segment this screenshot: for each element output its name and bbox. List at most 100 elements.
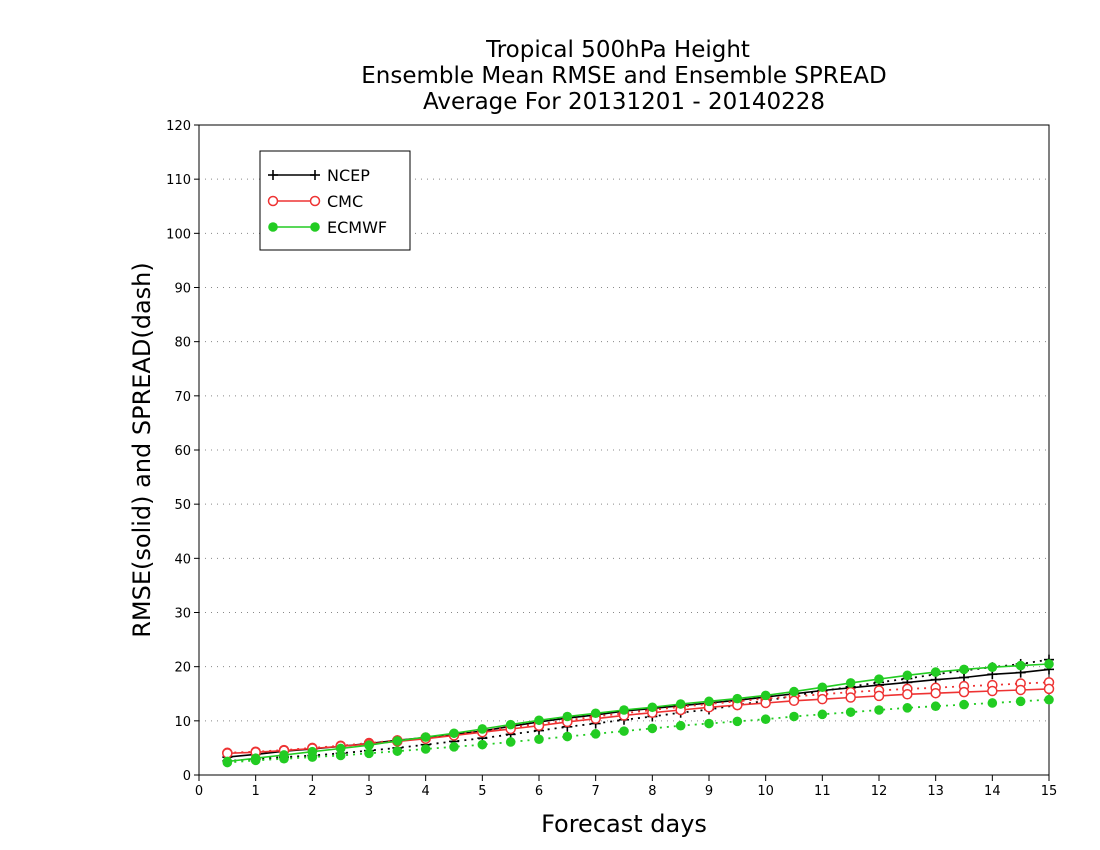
y-axis-label: RMSE(solid) and SPREAD(dash) (128, 262, 156, 638)
ecmwf-spread-point (590, 729, 601, 739)
legend-marker-cmc-right (309, 195, 321, 207)
ecmwf-spread-point (959, 699, 969, 710)
x-tick-label-3: 3 (365, 784, 373, 799)
x-tick-label-5: 5 (478, 784, 486, 799)
legend-item-ncep: NCEP (268, 166, 370, 185)
x-tick-label-4: 4 (422, 784, 430, 799)
ecmwf-spread-point (789, 711, 799, 722)
x-tick-label-11: 11 (814, 784, 831, 799)
cmc-rmse-point (222, 748, 233, 759)
ecmwf-spread-point (534, 734, 544, 745)
ecmwf-spread-point (675, 720, 686, 731)
x-tick-label-14: 14 (984, 784, 1001, 799)
legend-marker-ecmwf-left (268, 222, 278, 232)
ecmwf-spread-point (817, 709, 828, 720)
legend-marker-ncep-right (310, 170, 320, 180)
chart-title-line-1: Tropical 500hPa Height (485, 37, 750, 63)
series-ecmwf (222, 659, 1054, 768)
y-tick-label-0: 0 (183, 769, 191, 784)
ecmwf-spread-point (647, 723, 658, 734)
x-axis-label: Forecast days (541, 810, 707, 838)
ecmwf-rmse-point (222, 756, 233, 767)
x-tick-label-15: 15 (1041, 784, 1058, 799)
cmc-rmse-point (958, 686, 970, 698)
ecmwf-rmse-point (987, 662, 998, 673)
ecmwf-rmse-point (930, 667, 941, 677)
y-tick-label-50: 50 (174, 498, 191, 513)
ecmwf-spread-point (874, 705, 884, 715)
cmc-rmse-point (1043, 683, 1055, 695)
cmc-rmse-point (788, 695, 800, 707)
legend-marker-ncep-left (268, 170, 278, 180)
chart-title-line-3: Average For 20131201 - 20140228 (423, 89, 825, 115)
y-tick-label-10: 10 (174, 715, 191, 730)
ecmwf-rmse-point (704, 696, 714, 707)
ecmwf-rmse-point (902, 670, 913, 681)
cmc-rmse-point (987, 685, 998, 697)
grid-lines (199, 178, 1049, 722)
legend: NCEP CMC ECMWF (259, 150, 411, 251)
x-tick-label-7: 7 (592, 784, 600, 799)
y-tick-label-100: 100 (166, 227, 191, 242)
y-tick-label-70: 70 (174, 390, 191, 405)
y-tick-label-80: 80 (174, 336, 191, 351)
ecmwf-rmse-point (250, 753, 261, 764)
ecmwf-spread-point (1044, 694, 1054, 705)
legend-item-cmc: CMC (267, 192, 363, 211)
ecmwf-spread-point (845, 707, 856, 717)
x-tick-label-0: 0 (195, 784, 203, 799)
ecmwf-spread-point (1015, 696, 1026, 707)
ecmwf-rmse-point (619, 705, 629, 715)
cmc-rmse-point (1015, 684, 1026, 696)
cmc-rmse-point (873, 690, 885, 702)
ecmwf-rmse-point (760, 690, 771, 701)
ecmwf-rmse-point (959, 664, 969, 675)
x-tick-label-13: 13 (927, 784, 944, 799)
legend-item-ecmwf: ECMWF (268, 218, 387, 237)
chart-series (222, 654, 1055, 768)
y-tick-label-120: 120 (166, 119, 191, 134)
x-tick-label-10: 10 (757, 784, 774, 799)
ecmwf-spread-point (732, 716, 743, 727)
ecmwf-spread-point (477, 739, 488, 750)
ecmwf-rmse-point (590, 708, 601, 719)
cmc-rmse-point (817, 693, 828, 705)
ecmwf-spread-point (619, 726, 629, 736)
chart-title-line-2: Ensemble Mean RMSE and Ensemble SPREAD (361, 63, 886, 89)
ecmwf-spread-point (930, 701, 941, 712)
ecmwf-spread-point (449, 742, 459, 752)
y-tick-label-110: 110 (166, 173, 191, 188)
x-tick-label-2: 2 (308, 784, 316, 799)
y-tick-label-30: 30 (174, 607, 191, 622)
x-tick-label-8: 8 (648, 784, 656, 799)
ecmwf-rmse-point (1015, 660, 1026, 671)
ecmwf-rmse-point (789, 686, 799, 697)
y-tick-label-40: 40 (174, 552, 191, 567)
ecmwf-spread-point (902, 703, 913, 713)
ecmwf-rmse-point (505, 719, 516, 730)
chart-title: Tropical 500hPa Height Ensemble Mean RMS… (361, 37, 886, 115)
ecmwf-rmse-point (364, 740, 374, 751)
ecmwf-rmse-point (279, 750, 289, 760)
ecmwf-spread-point (987, 698, 998, 708)
ecmwf-spread-point (392, 746, 403, 756)
y-tick-label-60: 60 (174, 444, 191, 459)
ecmwf-spread-point (704, 718, 714, 729)
ecmwf-spread-point (420, 744, 431, 754)
x-tick-label-1: 1 (252, 784, 260, 799)
ecmwf-rmse-point (675, 699, 686, 709)
cmc-rmse-point (930, 687, 941, 699)
ecmwf-spread-point (335, 750, 346, 761)
legend-label-ncep: NCEP (327, 166, 370, 185)
ecmwf-spread-point (364, 748, 374, 759)
ecmwf-rmse-point (477, 724, 488, 734)
cmc-rmse-point (902, 689, 913, 700)
ecmwf-spread-point (562, 731, 573, 742)
x-tick-label-9: 9 (705, 784, 713, 799)
ecmwf-rmse-point (449, 728, 459, 739)
ecmwf-rmse-point (335, 743, 346, 754)
series-ncep (222, 654, 1054, 766)
ecmwf-rmse-point (845, 678, 856, 688)
cmc-rmse-point (845, 692, 856, 703)
